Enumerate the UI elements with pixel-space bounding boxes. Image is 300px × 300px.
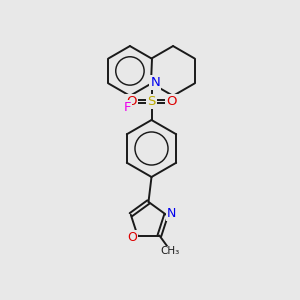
Text: O: O [166,95,176,108]
Text: O: O [128,230,137,244]
Text: O: O [127,95,137,108]
Text: N: N [151,76,160,89]
Text: CH₃: CH₃ [160,246,179,256]
Text: N: N [167,207,176,220]
Text: F: F [124,101,131,114]
Text: S: S [147,95,156,108]
